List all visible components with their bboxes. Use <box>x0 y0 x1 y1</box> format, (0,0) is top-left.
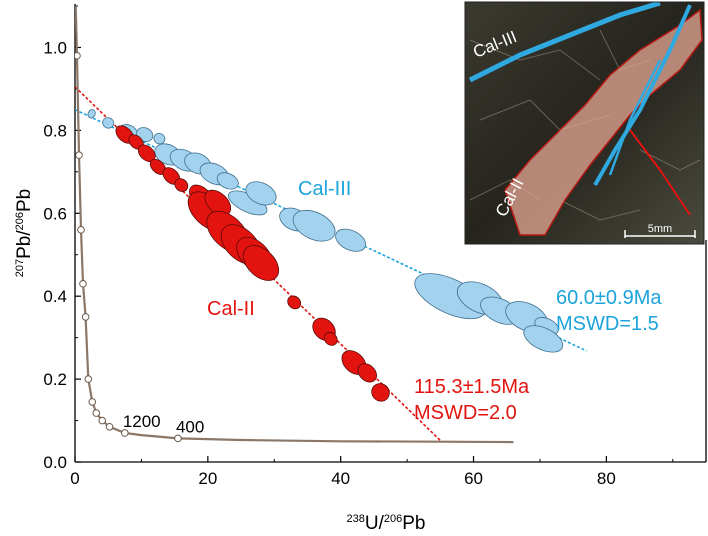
x-tick-label: 80 <box>597 469 616 488</box>
cal-ii-error-ellipse <box>242 245 280 281</box>
concordia-marker <box>98 416 107 425</box>
cal3-ellipses <box>87 109 564 353</box>
x-axis-title-sup2: 206 <box>384 513 402 525</box>
concordia-marker <box>81 313 90 321</box>
cal3-vein-branch <box>608 59 662 176</box>
x-axis-title: 238U/206Pb <box>347 513 426 534</box>
x-tick-label: 60 <box>464 469 483 488</box>
cal-ii-error-ellipse <box>174 178 189 192</box>
x-tick-label: 0 <box>70 469 79 488</box>
y-tick-label: 0.6 <box>43 204 67 223</box>
cal-ii-error-ellipse <box>287 295 302 310</box>
inset-frame <box>464 1 705 245</box>
cal-iii-error-ellipse <box>153 132 166 145</box>
cal3-label: Cal-III <box>298 178 351 200</box>
cal3-vein-top <box>468 2 661 83</box>
cal-ii-error-ellipse <box>323 332 338 346</box>
concordia-age-label: 400 <box>176 417 204 436</box>
concordia-marker <box>84 375 93 383</box>
concordia-marker <box>88 398 97 406</box>
x-axis-title-base2: Pb <box>402 513 425 534</box>
cal2-label: Cal-II <box>207 298 255 320</box>
concordia-age-labels: 1200 400 <box>123 412 205 436</box>
cal-iii-error-ellipse <box>523 325 564 353</box>
y-ticks: 0.0 0.2 0.4 0.6 0.8 1.0 <box>43 5 81 472</box>
cal-ii-error-ellipse <box>371 383 390 402</box>
concordia-line <box>75 5 514 444</box>
x-tick-label: 40 <box>331 469 350 488</box>
cal3-mswd: MSWD=1.5 <box>556 313 659 335</box>
cal-iii-error-ellipse <box>292 209 336 242</box>
cal2-vein <box>504 8 703 236</box>
cal2-age: 115.3±1.5Ma <box>414 376 530 398</box>
concordia-curve <box>75 5 514 444</box>
inset-photo: Cal-III Cal-II 5mm <box>465 2 704 244</box>
x-tick-label: 20 <box>198 469 217 488</box>
y-axis-title-sup2: 206 <box>14 212 26 230</box>
concordia-marker <box>75 151 83 160</box>
cal-iii-error-ellipse <box>87 109 96 119</box>
y-axis-title: 207Pb/206Pb <box>14 189 35 278</box>
concordia-marker <box>105 422 114 431</box>
concordia-marker <box>174 434 182 443</box>
concordia-marker <box>92 409 101 417</box>
cal-iii-error-ellipse <box>102 117 115 129</box>
cal-iii-error-ellipse <box>335 228 367 252</box>
y-tick-label: 0.8 <box>43 121 67 140</box>
cal-iii-error-ellipse <box>245 181 277 206</box>
x-ticks: 0 20 40 60 80 <box>70 456 674 488</box>
y-tick-label: 1.0 <box>43 38 67 57</box>
concordia-marker <box>77 226 85 234</box>
cal3-age: 60.0±0.9Ma <box>556 287 662 309</box>
y-axis-title-base1: Pb/ <box>14 230 35 259</box>
y-tick-label: 0.2 <box>43 370 67 389</box>
concordia-marker <box>79 279 87 288</box>
axes: 0 20 40 60 80 0.0 0.2 0.4 0.6 0.8 1.0 <box>43 4 707 488</box>
cal2-mswd: MSWD=2.0 <box>414 402 517 424</box>
y-axis-title-sup1: 207 <box>14 259 26 277</box>
concordia-marker <box>121 429 129 437</box>
y-axis-title-base2: Pb <box>14 189 35 212</box>
concordia-marker <box>75 51 81 60</box>
cal2-ellipses <box>115 125 390 402</box>
scale-bar-label: 5mm <box>648 223 672 235</box>
cal3-vein-diagonal <box>593 4 692 186</box>
y-tick-label: 0.4 <box>43 287 67 306</box>
cal-ii-error-ellipse <box>357 363 377 383</box>
scale-bar: 5mm <box>624 223 696 238</box>
x-axis-title-base1: U/ <box>365 513 385 534</box>
cal2-vein-branch <box>629 129 691 216</box>
y-tick-label: 0.0 <box>43 453 67 472</box>
cal-iii-error-ellipse <box>216 172 239 190</box>
x-axis-title-sup1: 238 <box>347 513 365 525</box>
concordia-age-label: 1200 <box>123 412 161 431</box>
